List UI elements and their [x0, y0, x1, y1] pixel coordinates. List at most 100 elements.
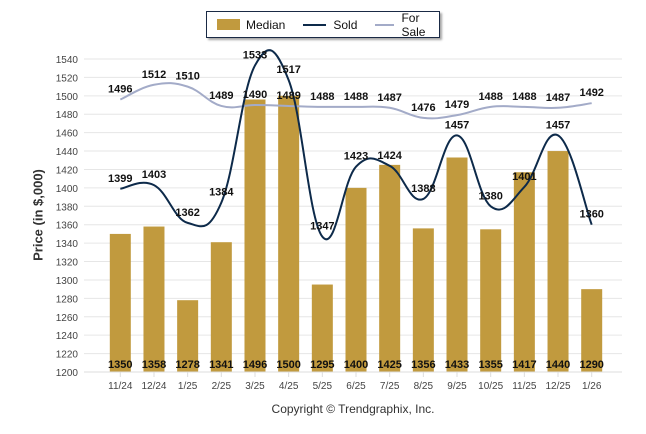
x-tick-label: 12/25 — [546, 381, 571, 392]
median-bar — [210, 242, 232, 372]
median-data-label: 1433 — [445, 359, 469, 371]
for-sale-data-label: 1488 — [310, 91, 334, 103]
for-sale-data-label: 1488 — [512, 91, 536, 103]
median-data-label: 1278 — [175, 359, 199, 371]
legend-item-sold[interactable]: Sold — [303, 18, 357, 32]
lines — [119, 49, 593, 241]
for-sale-data-label: 1510 — [175, 71, 199, 83]
for-sale-data-label: 1479 — [445, 99, 469, 111]
median-data-label: 1356 — [411, 359, 435, 371]
for-sale-data-label: 1487 — [546, 92, 570, 104]
median-data-label: 1355 — [478, 359, 502, 371]
x-tick-label: 5/25 — [313, 381, 333, 392]
sold-data-label: 1388 — [411, 183, 435, 195]
median-bar — [412, 228, 434, 372]
for-sale-data-label: 1489 — [276, 90, 300, 102]
y-tick-label: 1500 — [56, 92, 79, 103]
y-tick-label: 1420 — [56, 165, 79, 176]
median-bar — [244, 99, 266, 372]
sold-data-label: 1424 — [377, 150, 402, 162]
for-sale-data-label: 1476 — [411, 102, 435, 114]
for-sale-data-label: 1496 — [108, 84, 132, 96]
sold-data-label: 1401 — [512, 171, 536, 183]
x-tick-label: 10/25 — [478, 381, 503, 392]
y-tick-label: 1400 — [56, 184, 79, 195]
median-data-label: 1440 — [546, 359, 570, 371]
median-data-label: 1500 — [276, 359, 300, 371]
y-tick-label: 1460 — [56, 129, 79, 140]
for-sale-data-label: 1489 — [209, 90, 233, 102]
legend-item-for-sale[interactable]: For Sale — [375, 11, 439, 39]
median-data-label: 1290 — [579, 359, 603, 371]
median-data-label: 1341 — [209, 359, 233, 371]
median-bar — [547, 151, 569, 372]
y-tick-label: 1360 — [56, 221, 79, 232]
x-tick-label: 3/25 — [245, 381, 265, 392]
median-bars — [109, 95, 603, 372]
sold-data-label: 1384 — [209, 187, 234, 199]
sold-data-label: 1360 — [579, 209, 603, 221]
y-tick-label: 1440 — [56, 147, 79, 158]
median-bar — [143, 226, 165, 372]
y-tick-label: 1520 — [56, 73, 79, 84]
median-bar — [446, 157, 468, 372]
y-tick-label: 1240 — [56, 331, 79, 342]
sold-data-label: 1347 — [310, 221, 334, 233]
grid — [84, 58, 622, 373]
for-sale-data-label: 1490 — [243, 89, 267, 101]
x-tick-label: 8/25 — [414, 381, 434, 392]
median-data-label: 1350 — [108, 359, 132, 371]
for-sale-data-label: 1512 — [142, 69, 166, 81]
x-tick-label: 7/25 — [380, 381, 400, 392]
for-sale-data-label: 1492 — [579, 87, 603, 99]
legend-item-median[interactable]: Median — [217, 18, 285, 32]
median-bar — [379, 164, 401, 372]
y-tick-label: 1380 — [56, 202, 79, 213]
sold-data-label: 1457 — [546, 119, 570, 131]
y-tick-label: 1220 — [56, 350, 79, 361]
y-tick-label: 1260 — [56, 313, 79, 324]
median-data-label: 1425 — [377, 359, 401, 371]
median-bar — [278, 95, 300, 372]
x-tick-label: 1/25 — [178, 381, 198, 392]
sold-data-label: 1380 — [478, 190, 502, 202]
sold-data-label: 1517 — [276, 64, 300, 76]
x-tick-label: 11/24 — [108, 381, 133, 392]
median-data-label: 1295 — [310, 359, 334, 371]
y-tick-label: 1200 — [56, 368, 79, 379]
x-tick-label: 2/25 — [212, 381, 232, 392]
sold-data-label: 1403 — [142, 169, 166, 181]
y-tick-label: 1300 — [56, 276, 79, 287]
y-tick-label: 1320 — [56, 258, 79, 269]
legend-label-for-sale: For Sale — [401, 10, 426, 39]
sold-data-label: 1423 — [344, 151, 368, 163]
x-tick-label: 9/25 — [447, 381, 467, 392]
median-bar — [177, 300, 199, 372]
for-sale-data-label: 1488 — [344, 91, 368, 103]
y-tick-label: 1540 — [56, 55, 79, 66]
sold-swatch — [303, 23, 327, 26]
sold-line — [120, 49, 593, 241]
x-tick-label: 6/25 — [346, 381, 366, 392]
for-sale-data-label: 1487 — [377, 92, 401, 104]
for-sale-swatch — [375, 23, 395, 26]
y-axis-label: Price (in $,000) — [30, 169, 46, 261]
median-bar — [513, 172, 535, 372]
for-sale-line — [119, 82, 592, 120]
median-data-label: 1417 — [512, 359, 536, 371]
median-data-label: 1496 — [243, 359, 267, 371]
median-data-label: 1400 — [344, 359, 368, 371]
sold-data-label: 1457 — [445, 119, 469, 131]
y-tick-label: 1280 — [56, 294, 79, 305]
median-bar — [311, 284, 333, 372]
data-labels: 1350 1358 1278 1341 1496 1500 1295 1400 1425 1356… — [108, 49, 604, 371]
legend: Median Sold For Sale — [206, 11, 440, 39]
x-tick-label: 1/26 — [582, 381, 602, 392]
median-bar — [109, 233, 131, 372]
sold-data-label: 1533 — [243, 49, 267, 61]
sold-data-label: 1362 — [175, 207, 199, 219]
y-axis-ticks: 1200 1220 1240 1260 1280 1300 1320 1340 1360 1380… — [56, 55, 79, 379]
x-tick-label: 11/25 — [512, 381, 537, 392]
y-tick-label: 1340 — [56, 239, 79, 250]
